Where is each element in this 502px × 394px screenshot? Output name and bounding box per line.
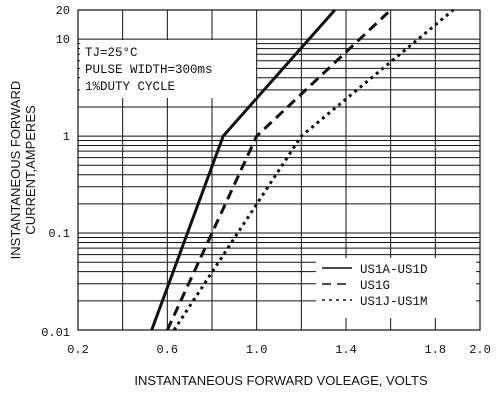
y-tick-label: 0.01 [41,326,70,340]
x-tick-label: 1.8 [425,343,447,357]
x-tick-label: 1.0 [246,343,268,357]
y-tick-label: 1 [63,130,70,144]
y-axis-title-line-1: INSTANTANEOUS FORWARD [8,81,23,260]
y-tick-label: 0.1 [48,227,70,241]
y-axis-ticks: 20 10 1 0.1 0.01 [41,4,70,340]
legend-label-us1g: US1G [360,279,390,293]
x-tick-label: 0.6 [157,343,179,357]
legend: US1A-US1D US1G US1J-US1M [316,258,476,318]
series-line-us1j-us1m [172,8,455,331]
test-conditions-box: TJ=25°C PULSE WIDTH=300ms 1%DUTY CYCLE [80,40,256,98]
x-tick-label: 1.4 [335,343,357,357]
y-tick-label: 10 [56,33,70,47]
x-tick-label: 0.2 [67,343,89,357]
conditions-box-background [80,40,256,98]
x-axis-title: INSTANTANEOUS FORWARD VOLEAGE, VOLTS [134,373,428,388]
chart-series [150,8,455,331]
y-axis-title-line-2: CURRENT,AMPERES [23,105,38,235]
condition-junction-temp: TJ=25°C [85,46,138,60]
series-line-us1g [165,8,392,331]
condition-duty-cycle: 1%DUTY CYCLE [85,80,175,94]
x-axis-ticks: 0.2 0.6 1.0 1.4 1.8 2.0 [67,343,491,357]
series-line-us1a-us1d [150,9,336,331]
condition-pulse-width: PULSE WIDTH=300ms [85,63,213,77]
legend-label-us1j-us1m: US1J-US1M [360,295,428,309]
x-tick-label: 2.0 [469,343,491,357]
y-tick-label: 20 [56,4,70,18]
y-axis-title: INSTANTANEOUS FORWARD CURRENT,AMPERES [8,81,38,260]
legend-label-us1a-us1d: US1A-US1D [360,263,428,277]
chart-grid [78,10,480,330]
plot-frame [77,9,481,331]
